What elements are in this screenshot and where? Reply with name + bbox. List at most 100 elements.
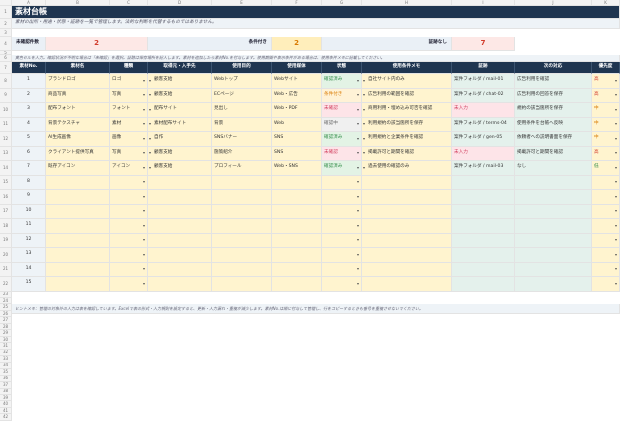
table-cell bbox=[515, 233, 592, 248]
table-cell: ブランドロゴ bbox=[46, 74, 110, 89]
table-cell: 顧客支給 bbox=[148, 88, 212, 103]
table-header: 状態 bbox=[322, 62, 362, 74]
table-cell: 使用条件を台帳へ反映 bbox=[515, 117, 592, 132]
table-cell: 掲載許可と期間を確認 bbox=[362, 146, 452, 161]
table-cell: 案件フォルダ / terms-04 bbox=[452, 117, 515, 132]
table-cell bbox=[452, 262, 515, 277]
row-number: 14 bbox=[0, 161, 12, 176]
row-number: 24 bbox=[0, 297, 12, 305]
table-cell bbox=[212, 262, 272, 277]
table-cell bbox=[515, 190, 592, 205]
table-cell bbox=[272, 233, 322, 248]
table-cell: 6 bbox=[12, 146, 46, 161]
table-header: 素材No. bbox=[12, 62, 46, 74]
row-number: 12 bbox=[0, 132, 12, 147]
table-cell bbox=[148, 233, 212, 248]
table-cell bbox=[148, 262, 212, 277]
row-number: 3 bbox=[0, 29, 12, 37]
row-number: 18 bbox=[0, 219, 12, 234]
table-header: 証跡 bbox=[452, 62, 515, 74]
table-cell: 写真 bbox=[110, 88, 148, 103]
table-cell: 広告利用の範囲を確認 bbox=[362, 88, 452, 103]
column-letter: E bbox=[212, 0, 272, 6]
table-cell bbox=[362, 190, 452, 205]
table-cell bbox=[592, 204, 620, 219]
table-cell: 確認中 bbox=[322, 117, 362, 132]
table-header: 優先度 bbox=[592, 62, 620, 74]
row-id: 14 bbox=[12, 262, 46, 277]
table-cell: 案件フォルダ / gen-05 bbox=[452, 132, 515, 147]
table-cell bbox=[272, 277, 322, 292]
row-id: 8 bbox=[12, 175, 46, 190]
table-cell: 依頼者への説明書面を保存 bbox=[515, 132, 592, 147]
table-cell bbox=[515, 219, 592, 234]
column-letter: B bbox=[46, 0, 110, 6]
table-cell bbox=[110, 190, 148, 205]
table-cell bbox=[148, 204, 212, 219]
table-cell bbox=[212, 190, 272, 205]
row-number: 5 bbox=[0, 51, 12, 55]
table-cell bbox=[592, 190, 620, 205]
table-cell: 商品写真 bbox=[46, 88, 110, 103]
table-cell bbox=[322, 262, 362, 277]
row-number: 20 bbox=[0, 248, 12, 263]
row-number: 28 bbox=[0, 323, 12, 331]
table-cell bbox=[452, 277, 515, 292]
summary-value: 2 bbox=[272, 37, 322, 51]
table-cell bbox=[272, 190, 322, 205]
table-cell: 顧客支給 bbox=[148, 161, 212, 176]
table-header: 使用目的 bbox=[212, 62, 272, 74]
row-number: 36 bbox=[0, 375, 12, 383]
table-cell bbox=[362, 204, 452, 219]
row-number: 29 bbox=[0, 330, 12, 337]
table-cell: 背景 bbox=[212, 117, 272, 132]
table-cell bbox=[110, 233, 148, 248]
row-id: 15 bbox=[12, 277, 46, 292]
table-header: 使用条件メモ bbox=[362, 62, 452, 74]
table-cell bbox=[362, 262, 452, 277]
table-cell bbox=[592, 219, 620, 234]
row-number: 6 bbox=[0, 55, 12, 62]
table-cell bbox=[110, 204, 148, 219]
summary-label: 条件付き bbox=[148, 37, 272, 51]
table-cell bbox=[148, 248, 212, 263]
table-cell: プロフィール bbox=[212, 161, 272, 176]
row-number: 4 bbox=[0, 37, 12, 51]
table-cell: 2 bbox=[12, 88, 46, 103]
table-cell: Web・PDF bbox=[272, 103, 322, 118]
row-number: 2 bbox=[0, 19, 12, 29]
table-cell bbox=[322, 233, 362, 248]
row-number: 41 bbox=[0, 407, 12, 415]
table-cell bbox=[46, 219, 110, 234]
table-cell: 配布フォント bbox=[46, 103, 110, 118]
table-cell bbox=[322, 277, 362, 292]
table-cell: 高 bbox=[592, 74, 620, 89]
table-cell bbox=[592, 248, 620, 263]
table-cell bbox=[212, 233, 272, 248]
table-cell: 広告利用の回答を保存 bbox=[515, 88, 592, 103]
column-letter: C bbox=[110, 0, 148, 6]
table-cell: SNSバナー bbox=[212, 132, 272, 147]
table-cell bbox=[212, 219, 272, 234]
title-bar: 素材台帳 bbox=[12, 6, 620, 19]
table-cell bbox=[272, 204, 322, 219]
row-number: 33 bbox=[0, 356, 12, 363]
table-cell bbox=[46, 204, 110, 219]
row-number: 10 bbox=[0, 103, 12, 118]
table-cell: 低 bbox=[592, 161, 620, 176]
table-cell bbox=[148, 175, 212, 190]
table-cell: 未入力 bbox=[452, 146, 515, 161]
table-cell: 利用規約と企業条件を確認 bbox=[362, 132, 452, 147]
table-cell bbox=[110, 262, 148, 277]
row-number: 9 bbox=[0, 88, 12, 103]
table-cell: 条件付き bbox=[322, 88, 362, 103]
column-letter: J bbox=[515, 0, 592, 6]
note: 黄色セルを入力。確認状況が不明な場合は「未確認」を選択。証跡は保存場所を記入しま… bbox=[12, 55, 620, 62]
table-cell bbox=[46, 262, 110, 277]
table-cell: 案件フォルダ / mail-03 bbox=[452, 161, 515, 176]
table-cell bbox=[362, 219, 452, 234]
table-cell bbox=[148, 190, 212, 205]
column-letter: A bbox=[12, 0, 46, 6]
table-cell: 広告利用を確認 bbox=[515, 74, 592, 89]
